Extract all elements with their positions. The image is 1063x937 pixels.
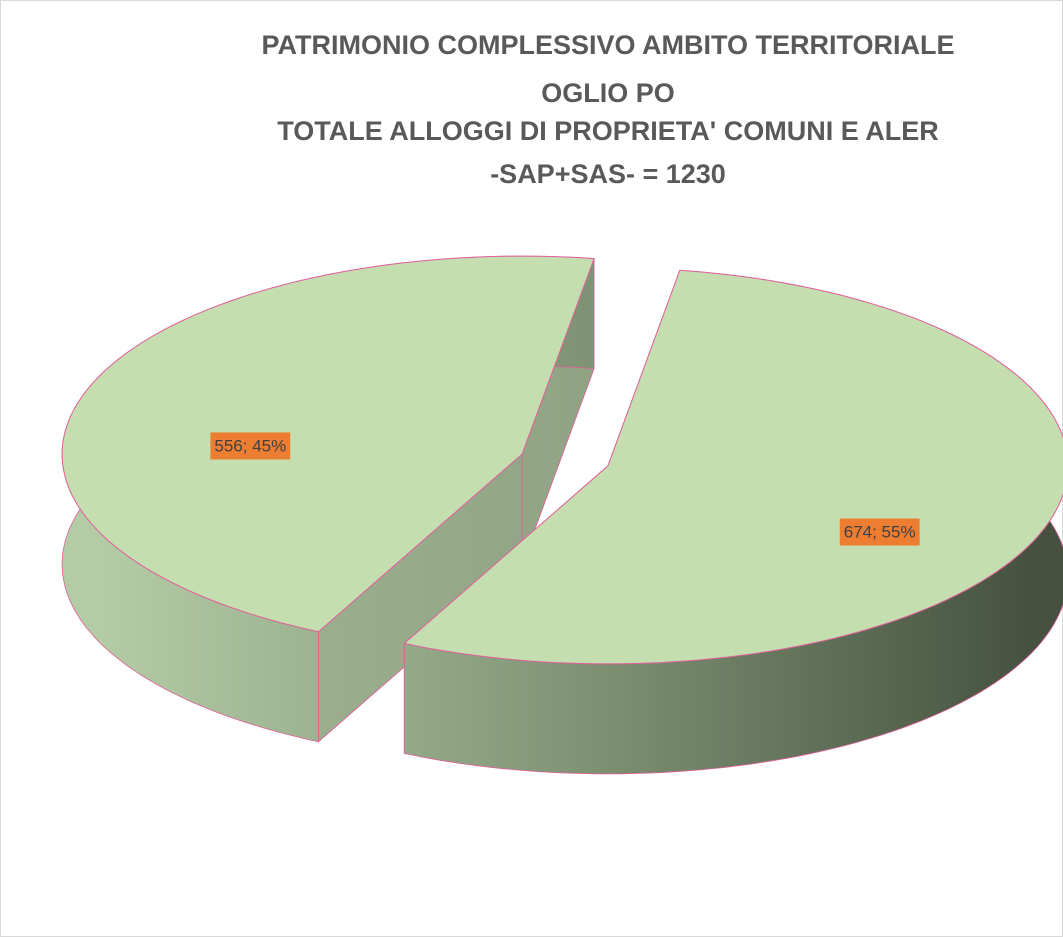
pie-slice: [61, 255, 595, 743]
chart-title: TOTALE ALLOGGI DI PROPRIETA' COMUNI E AL…: [277, 116, 938, 146]
chart-title: -SAP+SAS- = 1230: [490, 159, 726, 189]
data-label: 556; 45%: [214, 436, 286, 455]
slice-top: [61, 255, 595, 633]
data-label-box: [210, 432, 291, 460]
data-label-box: [839, 518, 920, 546]
data-label: 674; 55%: [844, 523, 916, 542]
pie-slice: [403, 269, 1063, 775]
chart-title: PATRIMONIO COMPLESSIVO AMBITO TERRITORIA…: [261, 30, 954, 60]
chart-title: OGLIO PO: [541, 78, 675, 108]
slice-top: [403, 269, 1063, 665]
